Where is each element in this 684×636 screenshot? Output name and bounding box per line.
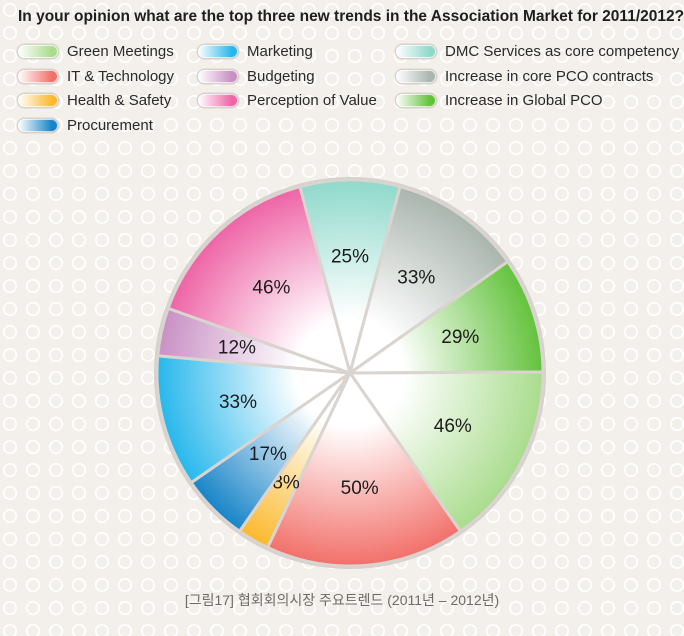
pie-slice-green-meetings — [348, 370, 545, 533]
figure-caption: [그림17] 협회회의시장 주요트렌드 (2011년 – 2012년) — [184, 592, 500, 608]
legend-swatch — [198, 44, 238, 58]
pie-slice-increase-in-global-pco — [348, 260, 545, 375]
legend-item-increase-in-global-pco: Increase in Global PCO — [396, 90, 603, 110]
chart-title: In your opinion what are the top three n… — [18, 8, 684, 25]
legend-label: Marketing — [247, 42, 313, 60]
pie-label-green-meetings: 46% — [434, 416, 472, 437]
legend-swatch — [18, 69, 58, 83]
pie-slice-increase-in-core-pco-contracts — [348, 185, 510, 375]
pie-slice-perception-of-value — [166, 185, 352, 375]
legend-label: DMC Services as core competency — [445, 42, 680, 60]
legend-swatch — [396, 93, 436, 107]
legend-swatch — [198, 93, 238, 107]
legend-label: Procurement — [67, 116, 153, 134]
legend-swatch — [18, 44, 58, 58]
legend-label: Health & Safety — [67, 91, 172, 109]
chart-legend: Green Meetings Marketing DMC Services as c… — [0, 0, 684, 140]
pie-slice-dmc-services-as-core-competency — [298, 178, 402, 375]
legend-item-health-and-safety: Health & Safety — [18, 90, 171, 110]
legend-swatch — [198, 69, 238, 83]
pie-label-procurement: 17% — [249, 444, 287, 465]
legend-item-dmc-services-as-core-competency: DMC Services as core competency — [396, 41, 679, 61]
pie-label-perception-of-value: 46% — [252, 278, 290, 299]
legend-item-budgeting: Budgeting — [198, 66, 315, 86]
legend-swatch — [18, 118, 58, 132]
pie-label-increase-in-global-pco: 29% — [441, 327, 479, 348]
pie-label-increase-in-core-pco-contracts: 33% — [397, 268, 435, 289]
legend-swatch — [396, 69, 436, 83]
legend-item-it-and-technology: IT & Technology — [18, 66, 174, 86]
legend-item-perception-of-value: Perception of Value — [198, 90, 377, 110]
legend-item-procurement: Procurement — [18, 115, 153, 135]
legend-label: Budgeting — [247, 67, 315, 85]
pie-label-it-and-technology: 50% — [341, 478, 379, 499]
legend-label: IT & Technology — [67, 67, 175, 85]
pie-label-health-and-safety: 8% — [272, 473, 300, 494]
legend-swatch — [18, 93, 58, 107]
legend-label: Green Meetings — [67, 42, 174, 60]
pie-label-dmc-services-as-core-competency: 25% — [331, 247, 369, 268]
legend-item-increase-in-core-pco-contracts: Increase in core PCO contracts — [396, 66, 653, 86]
legend-label: Perception of Value — [247, 91, 377, 109]
pie-label-marketing: 33% — [219, 392, 257, 413]
pie-slice-it-and-technology — [266, 371, 462, 568]
pie-slice-marketing — [155, 354, 352, 485]
legend-item-green-meetings: Green Meetings — [18, 41, 174, 61]
legend-swatch — [396, 44, 436, 58]
legend-item-marketing: Marketing — [198, 41, 313, 61]
legend-label: Increase in core PCO contracts — [445, 67, 654, 85]
pie-label-budgeting: 12% — [218, 338, 256, 359]
legend-label: Increase in Global PCO — [445, 91, 603, 109]
